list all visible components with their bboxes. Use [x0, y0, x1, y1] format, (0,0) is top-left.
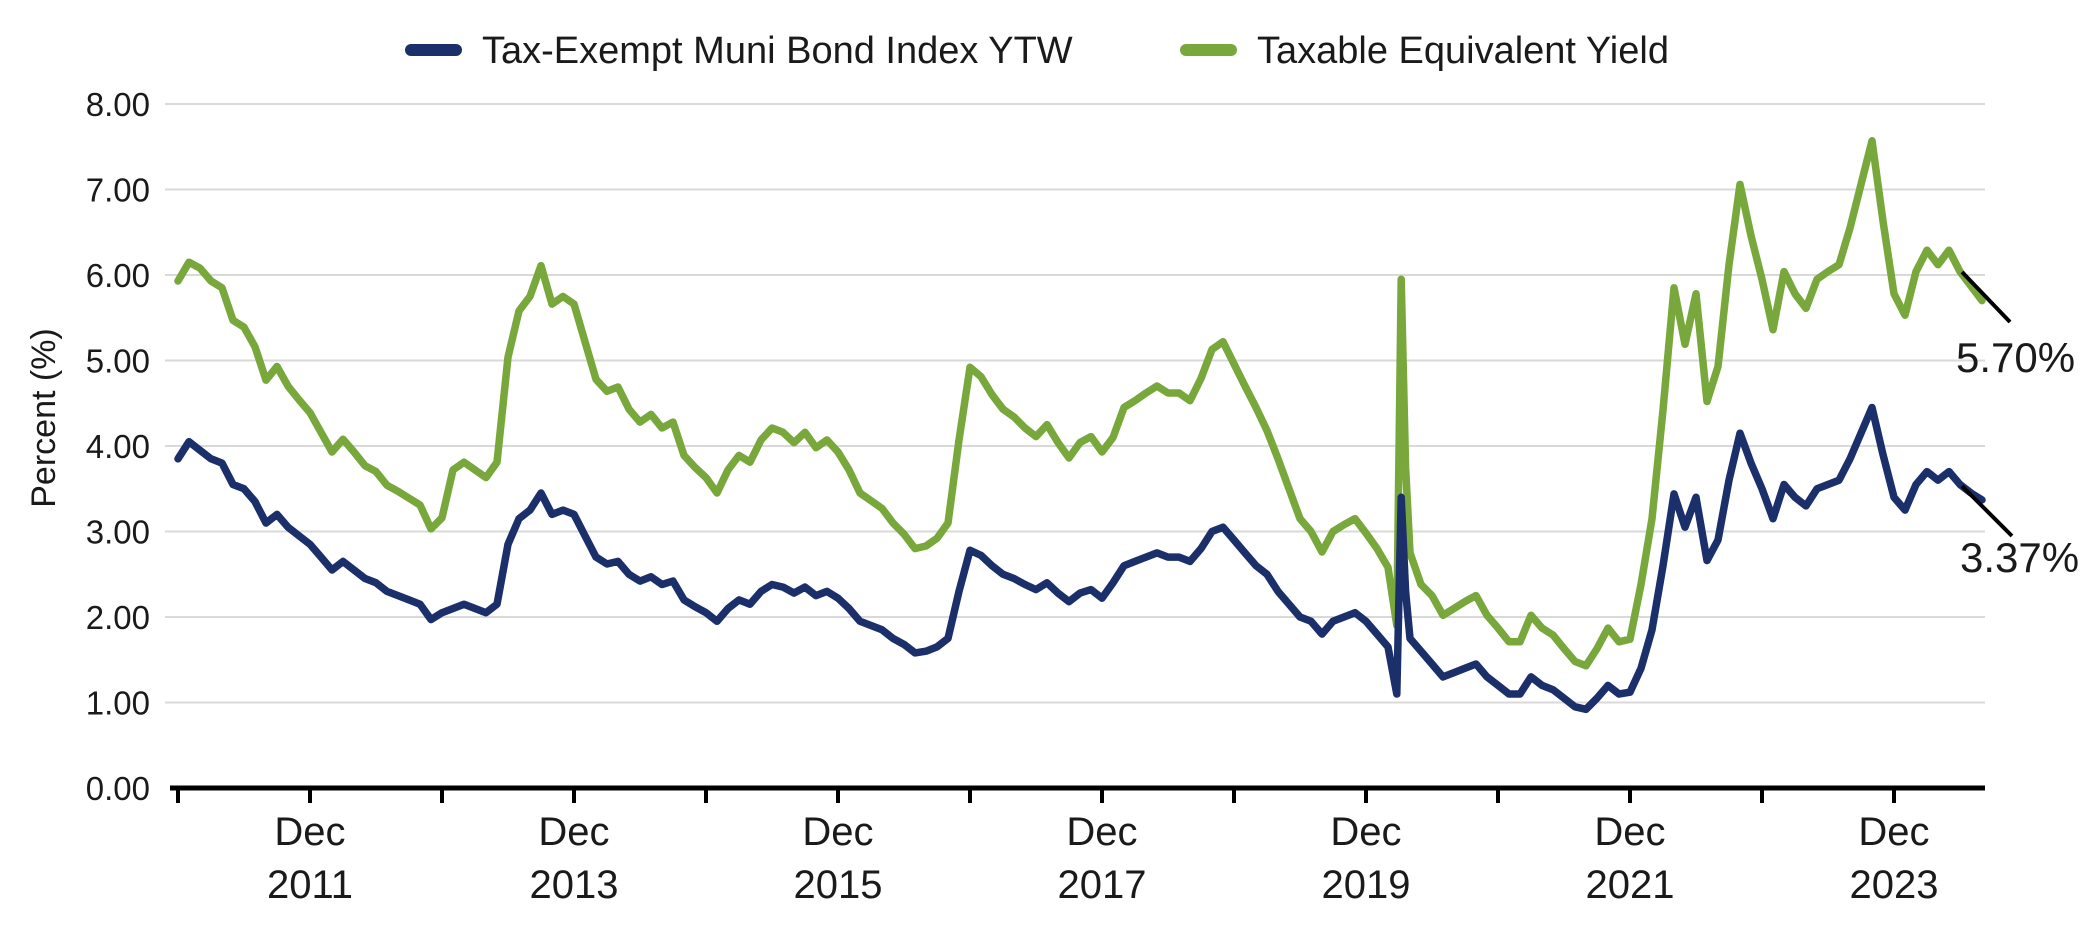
y-tick-label-0.00: 0.00	[86, 770, 150, 807]
leader-line-taxable-equivalent	[1960, 270, 2012, 324]
y-tick-label-2.00: 2.00	[86, 599, 150, 636]
x-tick-label-year: 2013	[530, 863, 619, 907]
x-tick-label-year: 2015	[794, 863, 883, 907]
series-lines	[174, 137, 1986, 714]
x-tick-label-month: Dec	[1330, 810, 1401, 854]
y-axis-tick-labels: 0.00 1.00 2.00 3.00 4.00 5.00 6.00 7.00 8.00	[86, 86, 150, 807]
y-tick-label-1.00: 1.00	[86, 685, 150, 722]
x-tick-label-year: 2023	[1850, 863, 1939, 907]
x-tick-label-month: Dec	[274, 810, 345, 854]
x-tick-label-year: 2021	[1586, 863, 1675, 907]
leader-line-tax-exempt	[1960, 484, 2014, 538]
end-label-taxable-equivalent: 5.70%	[1956, 334, 2075, 381]
y-tick-label-5.00: 5.00	[86, 343, 150, 380]
x-tick-label-year: 2019	[1322, 863, 1411, 907]
legend-swatch-taxable-equivalent	[1180, 44, 1237, 56]
legend-label-tax-exempt: Tax-Exempt Muni Bond Index YTW	[482, 30, 1073, 72]
line-tax-exempt-muni-ytw	[174, 403, 1986, 714]
y-tick-label-4.00: 4.00	[86, 428, 150, 465]
y-axis-title: Percent (%)	[25, 328, 63, 508]
x-tick-label-month: Dec	[1858, 810, 1929, 854]
y-tick-label-6.00: 6.00	[86, 257, 150, 294]
gridlines	[165, 103, 1985, 704]
x-axis-tick-labels: Dec 2011 Dec 2013 Dec 2015 Dec 2017 Dec 2019 Dec 20…	[267, 810, 1939, 907]
end-label-tax-exempt: 3.37%	[1960, 534, 2079, 581]
legend-swatch-tax-exempt	[405, 44, 462, 56]
x-tick-label-month: Dec	[1594, 810, 1665, 854]
legend: Tax-Exempt Muni Bond Index YTW Taxable E…	[405, 30, 1669, 72]
x-tick-label-year: 2017	[1058, 863, 1147, 907]
y-tick-label-8.00: 8.00	[86, 86, 150, 123]
x-tick-label-month: Dec	[1066, 810, 1137, 854]
line-taxable-equivalent-yield	[174, 137, 1986, 670]
x-tick-label-year: 2011	[267, 863, 353, 907]
y-tick-label-7.00: 7.00	[86, 172, 150, 209]
y-tick-label-3.00: 3.00	[86, 514, 150, 551]
legend-label-taxable-equivalent: Taxable Equivalent Yield	[1257, 30, 1669, 72]
x-tick-label-month: Dec	[802, 810, 873, 854]
x-tick-label-month: Dec	[538, 810, 609, 854]
